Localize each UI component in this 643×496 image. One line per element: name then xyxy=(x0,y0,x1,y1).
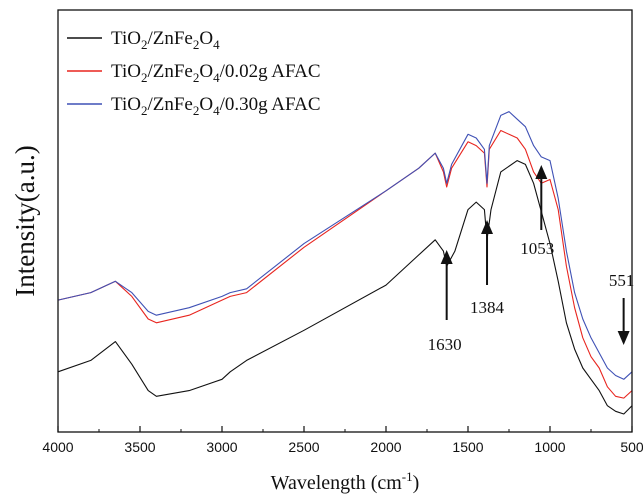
annotation-label: 1630 xyxy=(428,335,462,354)
annotation-arrow-head xyxy=(440,250,453,264)
legend-label-1: TiO2/ZnFe2O4 xyxy=(111,28,220,52)
annotation-1630: 1630 xyxy=(428,250,462,354)
y-axis-title: Intensity(a.u.) xyxy=(10,145,40,296)
annotation-551: 551 xyxy=(609,271,635,345)
annotation-1384: 1384 xyxy=(470,220,505,317)
x-axis-ticks: 4000 3500 3000 2500 2000 1500 1000 500 xyxy=(42,426,643,455)
x-tick-label: 1500 xyxy=(452,439,483,455)
x-tick-label: 4000 xyxy=(42,439,73,455)
x-tick-label: 1000 xyxy=(534,439,565,455)
series-line-1 xyxy=(57,160,633,415)
series-line-2 xyxy=(57,129,633,399)
annotation-label: 1053 xyxy=(520,239,554,258)
series-lines xyxy=(57,111,633,415)
x-tick-label: 3000 xyxy=(206,439,237,455)
x-tick-label: 500 xyxy=(620,439,643,455)
annotation-arrow-head xyxy=(535,165,548,179)
annotation-label: 1384 xyxy=(470,298,505,317)
annotation-arrow-head xyxy=(617,331,630,345)
annotation-arrow-head xyxy=(481,220,494,234)
annotation-label: 551 xyxy=(609,271,635,290)
x-tick-label: 2500 xyxy=(288,439,319,455)
legend-label-3: TiO2/ZnFe2O4/0.30g AFAC xyxy=(111,94,321,118)
series-line-3 xyxy=(57,111,633,380)
peak-annotations: 1630 1384 1053 551 xyxy=(428,165,635,354)
x-axis-title: Wavelength (cm-1) xyxy=(271,469,420,494)
legend-label-2: TiO2/ZnFe2O4/0.02g AFAC xyxy=(111,61,321,85)
x-tick-label: 3500 xyxy=(124,439,155,455)
legend: TiO2/ZnFe2O4 TiO2/ZnFe2O4/0.02g AFAC TiO2/… xyxy=(67,28,321,118)
annotation-1053: 1053 xyxy=(520,165,554,258)
x-tick-label: 2000 xyxy=(370,439,401,455)
